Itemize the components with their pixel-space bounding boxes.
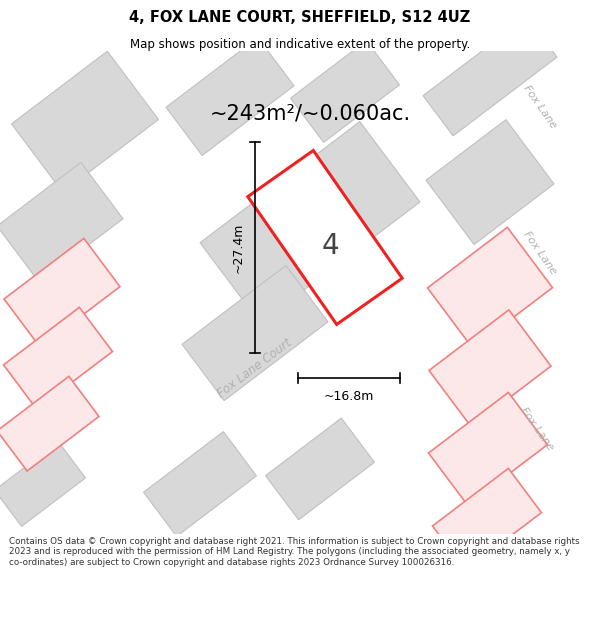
Polygon shape xyxy=(429,310,551,427)
Text: ~27.4m: ~27.4m xyxy=(232,222,245,272)
Polygon shape xyxy=(182,266,328,401)
Text: Map shows position and indicative extent of the property.: Map shows position and indicative extent… xyxy=(130,39,470,51)
Text: Contains OS data © Crown copyright and database right 2021. This information is : Contains OS data © Crown copyright and d… xyxy=(9,537,580,567)
Text: ~243m²/~0.060ac.: ~243m²/~0.060ac. xyxy=(210,104,411,124)
Polygon shape xyxy=(11,51,158,192)
Text: 4, FOX LANE COURT, SHEFFIELD, S12 4UZ: 4, FOX LANE COURT, SHEFFIELD, S12 4UZ xyxy=(130,10,470,25)
Polygon shape xyxy=(0,162,123,282)
Polygon shape xyxy=(290,41,400,142)
Polygon shape xyxy=(4,308,112,409)
Polygon shape xyxy=(490,51,600,172)
Polygon shape xyxy=(166,38,294,156)
Polygon shape xyxy=(200,122,420,323)
Polygon shape xyxy=(428,228,553,348)
Text: Fox Lane: Fox Lane xyxy=(518,405,556,452)
Polygon shape xyxy=(248,151,402,324)
Text: 4: 4 xyxy=(321,231,339,259)
Polygon shape xyxy=(423,17,557,136)
Polygon shape xyxy=(0,442,85,526)
Polygon shape xyxy=(0,383,90,484)
Polygon shape xyxy=(440,51,600,232)
Polygon shape xyxy=(0,376,99,471)
Polygon shape xyxy=(480,51,600,534)
Polygon shape xyxy=(266,418,374,520)
Text: Fox Lane: Fox Lane xyxy=(521,229,559,276)
Text: ~16.8m: ~16.8m xyxy=(324,391,374,404)
Polygon shape xyxy=(70,51,460,534)
Polygon shape xyxy=(428,392,547,505)
Polygon shape xyxy=(426,119,554,244)
Polygon shape xyxy=(143,432,256,536)
Text: Fox Lane Court: Fox Lane Court xyxy=(215,336,295,401)
Polygon shape xyxy=(4,238,120,348)
Text: Fox Lane: Fox Lane xyxy=(521,83,559,130)
Polygon shape xyxy=(433,468,541,570)
